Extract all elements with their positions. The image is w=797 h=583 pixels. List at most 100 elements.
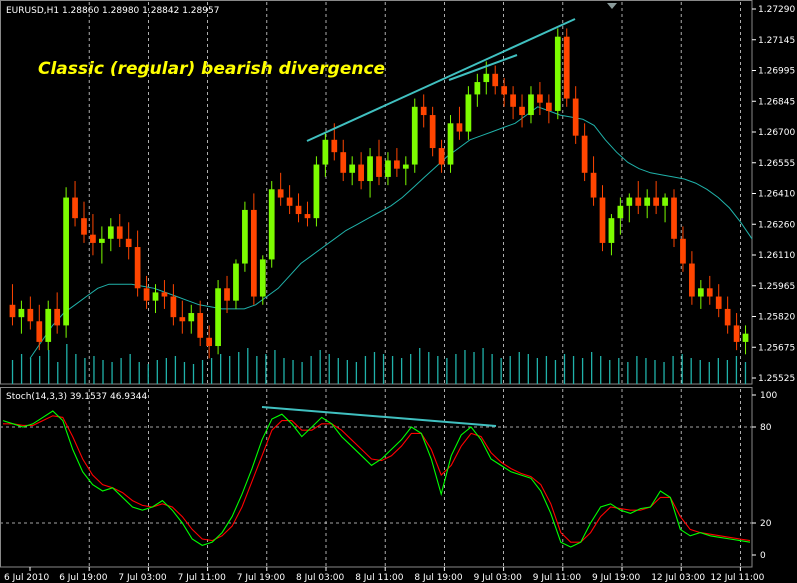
candle-body xyxy=(662,197,668,206)
candle-body xyxy=(635,197,642,206)
candle xyxy=(447,115,454,173)
candle xyxy=(617,197,624,235)
candle-body xyxy=(9,304,16,318)
candle xyxy=(385,152,391,186)
divergence-annotation[interactable]: Classic (regular) bearish divergence xyxy=(38,59,385,79)
price-label: 1.26410 xyxy=(758,190,795,200)
candle xyxy=(90,214,96,256)
candle-body xyxy=(411,106,418,165)
stoch-signal-line xyxy=(3,415,751,543)
candle-body xyxy=(72,197,78,219)
stoch-main-line xyxy=(2,410,751,548)
candle xyxy=(733,313,740,351)
candle-body xyxy=(715,296,722,309)
candle xyxy=(706,275,713,305)
price-panel-border xyxy=(0,0,753,385)
candle-body xyxy=(742,333,749,342)
candle xyxy=(724,296,731,334)
candle xyxy=(143,275,150,309)
candle-body xyxy=(295,205,302,215)
candle-body xyxy=(206,337,213,347)
candle xyxy=(742,325,749,355)
candle-body xyxy=(27,308,34,322)
candle xyxy=(161,280,168,309)
time-label: 7 Jul 11:00 xyxy=(178,573,227,583)
time-label: 12 Jul 03:00 xyxy=(651,573,705,583)
candle-body xyxy=(706,288,713,297)
stoch-level-label: 0 xyxy=(760,551,766,561)
shift-marker-icon[interactable] xyxy=(607,3,617,9)
price-label: 1.25965 xyxy=(758,282,795,292)
candle-body xyxy=(63,197,69,326)
candle xyxy=(697,280,704,309)
time-label: 8 Jul 11:00 xyxy=(355,573,404,583)
candle-body xyxy=(492,73,499,87)
candle xyxy=(45,300,52,351)
candle-body xyxy=(510,94,516,107)
candle xyxy=(170,284,177,326)
price-label: 1.27145 xyxy=(758,36,795,46)
candle xyxy=(188,304,195,334)
candle xyxy=(492,65,499,95)
candle-body xyxy=(689,263,695,297)
candle-body xyxy=(456,123,463,132)
candle xyxy=(9,284,16,326)
candle xyxy=(349,156,356,186)
candle-body xyxy=(581,135,588,173)
candle-body xyxy=(545,102,552,111)
price-label: 1.26845 xyxy=(758,97,795,107)
candle-body xyxy=(125,238,132,248)
candle xyxy=(680,226,686,272)
candle xyxy=(286,185,293,215)
candle xyxy=(340,139,347,182)
panel-frames xyxy=(0,0,753,568)
candle-body xyxy=(188,313,195,322)
candle xyxy=(528,86,534,124)
candle xyxy=(671,189,677,248)
time-label: 8 Jul 03:00 xyxy=(296,573,345,583)
candle xyxy=(250,193,257,305)
candle xyxy=(644,189,651,219)
candle-body xyxy=(116,226,123,239)
grid-lines xyxy=(0,2,752,567)
candle-body xyxy=(653,197,659,206)
candle xyxy=(438,139,445,173)
time-label: 7 Jul 19:00 xyxy=(237,573,286,583)
candle-body xyxy=(161,292,168,297)
price-label: 1.25525 xyxy=(758,374,795,384)
candle-body xyxy=(143,288,150,301)
candle xyxy=(268,181,275,268)
stoch-level-label: 20 xyxy=(760,519,772,529)
candle xyxy=(63,187,69,338)
candle xyxy=(608,214,615,256)
stochastic-lines xyxy=(2,410,751,548)
candle xyxy=(295,193,302,223)
moving-average-line xyxy=(29,106,753,359)
candle-body xyxy=(402,164,409,169)
price-label: 1.26260 xyxy=(758,220,795,230)
candle xyxy=(99,226,105,264)
candle xyxy=(215,280,221,355)
candle xyxy=(36,304,43,351)
candle-body xyxy=(572,98,579,136)
candle xyxy=(545,94,552,124)
candle xyxy=(304,201,311,227)
candle-body xyxy=(501,86,508,95)
candle-body xyxy=(554,36,561,111)
candle-body xyxy=(179,317,186,322)
candle-body xyxy=(331,139,338,153)
candle xyxy=(537,82,543,116)
divergence-lines[interactable] xyxy=(261,18,576,427)
time-label: 8 Jul 19:00 xyxy=(414,573,463,583)
candle-body xyxy=(152,292,159,301)
candle-body xyxy=(286,197,293,206)
candle xyxy=(394,148,400,177)
candle xyxy=(313,156,320,227)
stoch-divergence-line xyxy=(261,406,497,427)
candle xyxy=(376,139,382,186)
candle-body xyxy=(724,308,731,326)
candle xyxy=(689,251,695,305)
candle xyxy=(411,98,418,173)
candle xyxy=(653,181,659,215)
